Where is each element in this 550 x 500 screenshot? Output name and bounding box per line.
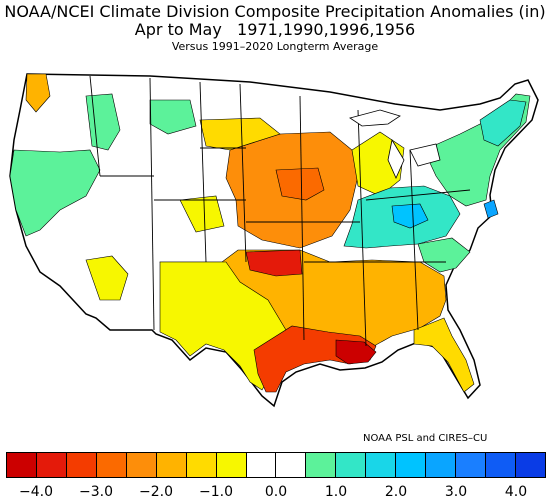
legend-swatch <box>486 453 516 477</box>
legend-swatch <box>216 453 247 477</box>
montana-wet <box>149 99 197 135</box>
state-boundaries <box>89 75 471 347</box>
iowa-core-dry <box>275 167 325 201</box>
legend-tick-label: 2.0 <box>384 484 408 500</box>
legend-swatch <box>396 453 427 477</box>
legend-swatch <box>246 453 277 477</box>
legend-swatch <box>336 453 367 477</box>
kentucky-blue <box>391 203 429 229</box>
color-scale-legend <box>6 452 546 478</box>
legend-swatch <box>515 453 545 477</box>
legend-swatch <box>306 453 337 477</box>
map-title: NOAA/NCEI Climate Division Composite Pre… <box>4 2 546 21</box>
new-england-wet <box>479 99 527 147</box>
legend-swatch <box>156 453 187 477</box>
idaho-wet <box>85 93 121 151</box>
legend-tick-label: −4.0 <box>19 484 53 500</box>
legend-swatch <box>426 453 457 477</box>
legend-swatch <box>7 453 37 477</box>
legend-tick-label: 1.0 <box>324 484 348 500</box>
legend-tick-label: 4.0 <box>504 484 528 500</box>
legend-swatch <box>186 453 217 477</box>
legend-tick-label: 3.0 <box>444 484 468 500</box>
legend-tick-label: 0.0 <box>264 484 288 500</box>
legend-swatch <box>126 453 157 477</box>
delaware-blue <box>483 199 499 219</box>
legend-tick-label: −3.0 <box>79 484 113 500</box>
legend-swatch <box>66 453 97 477</box>
legend-swatch <box>276 453 307 477</box>
legend-swatch <box>366 453 397 477</box>
legend-tick-label: −2.0 <box>139 484 173 500</box>
arizona-yellow <box>85 255 129 301</box>
map-baseline-note: Versus 1991–2020 Longterm Average <box>171 40 379 53</box>
pacific-northwest-wet <box>9 149 101 237</box>
great-lakes <box>349 109 441 179</box>
legend-tick-label: −1.0 <box>199 484 233 500</box>
legend-swatch <box>96 453 127 477</box>
washington-dry <box>25 73 51 113</box>
legend-swatch <box>36 453 67 477</box>
florida-yellow <box>413 317 475 393</box>
data-credit: NOAA PSL and CIRES–CU <box>363 433 488 444</box>
oklahoma-red <box>245 249 303 277</box>
legend-swatch <box>456 453 486 477</box>
map-subtitle: Apr to May 1971,1990,1996,1956 <box>134 20 416 39</box>
northern-plains-yellow <box>199 117 281 151</box>
